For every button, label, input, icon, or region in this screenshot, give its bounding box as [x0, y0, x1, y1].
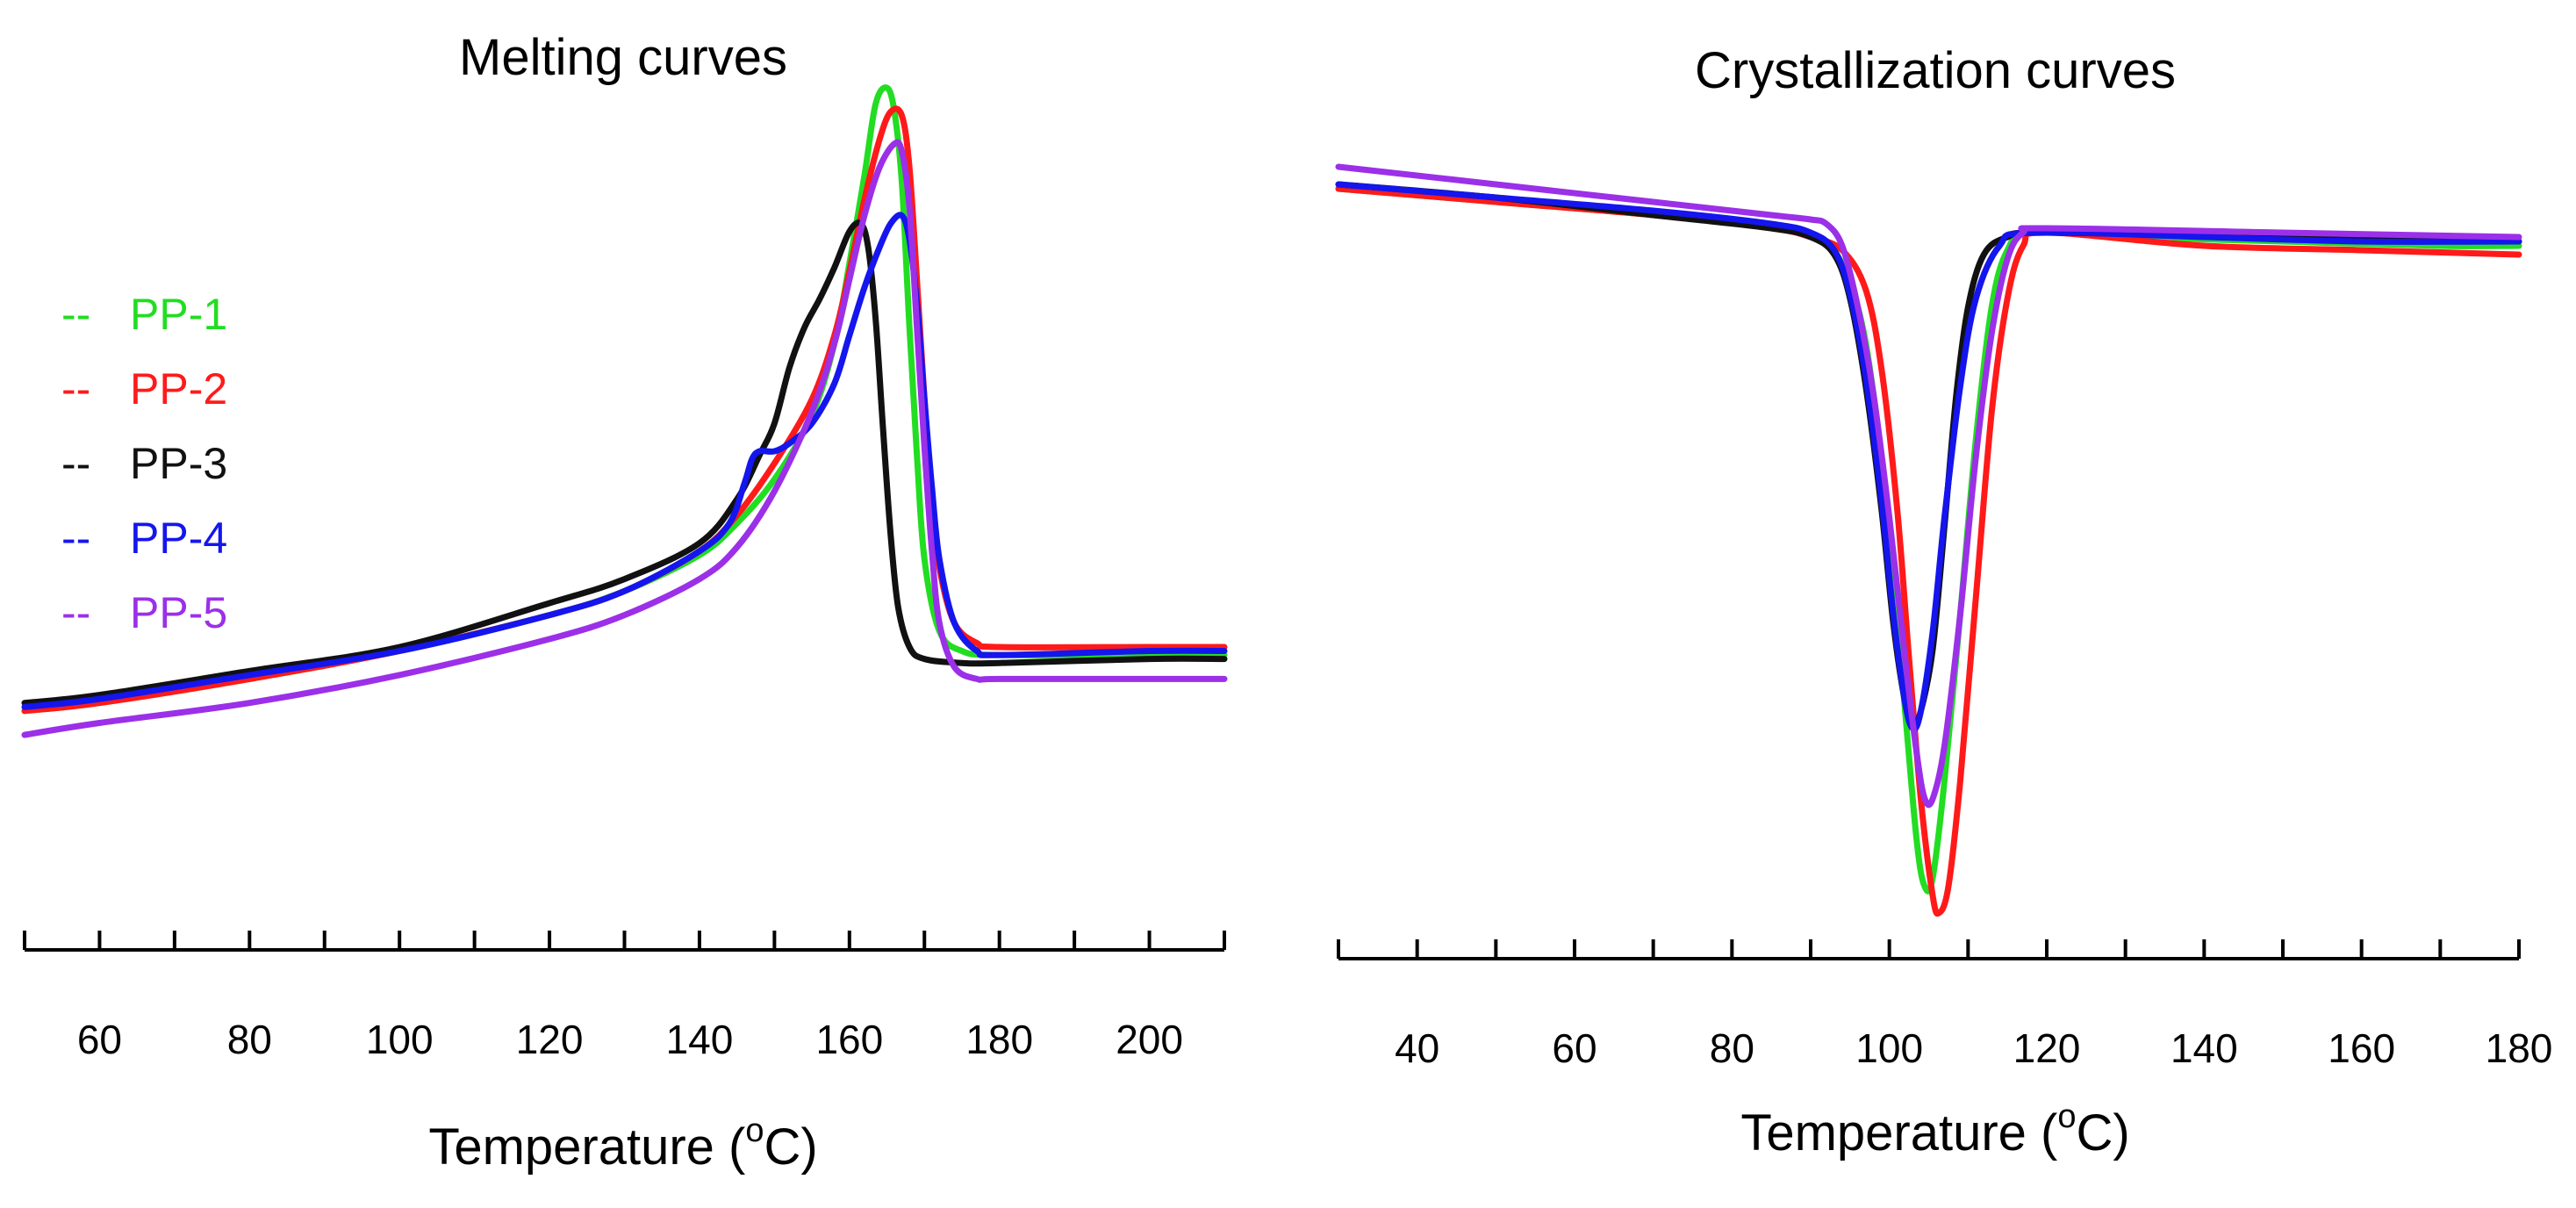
legend-marker-pp-4: --: [61, 514, 90, 563]
legend-label-pp-1: PP-1: [130, 290, 227, 339]
melting-x-tick-label: 140: [666, 1017, 734, 1062]
crystallization-x-ticks: 40 60 80 100 120 140 160 180: [1337, 939, 2553, 1071]
crystallization-x-tick-label: 100: [1855, 1025, 1923, 1071]
crystallization-x-axis-label: Temperature (oC): [1740, 1098, 2129, 1161]
melting-x-axis-label-main: Temperature (: [428, 1118, 745, 1176]
legend: -- PP-1 -- PP-2 -- PP-3 -- PP-4 -- PP-5: [61, 290, 227, 637]
crystallization-x-axis-label-main: Temperature (: [1740, 1104, 2057, 1161]
melting-x-ticks: 60 80 100 120 140 160 180 200: [23, 931, 1226, 1062]
crystallization-curve-pp-4: [1335, 181, 2522, 732]
legend-item-pp-1: -- PP-1: [61, 290, 227, 339]
melting-x-axis-label-sup: o: [745, 1112, 764, 1149]
melting-x-axis-label: Temperature (oC): [428, 1112, 817, 1176]
legend-label-pp-2: PP-2: [130, 364, 227, 413]
crystallization-x-tick-label: 60: [1552, 1025, 1597, 1071]
legend-item-pp-2: -- PP-2: [61, 364, 227, 413]
crystallization-curves-group: [1335, 163, 2522, 917]
crystallization-curve-pp-1: [1335, 185, 2522, 895]
melting-curve-pp-3: [21, 219, 1228, 707]
melting-curve-pp-5: [21, 139, 1228, 738]
legend-item-pp-5: -- PP-5: [61, 588, 227, 637]
melting-x-tick-label: 180: [965, 1017, 1033, 1062]
legend-marker-pp-1: --: [61, 290, 90, 339]
melting-x-tick-label: 160: [815, 1017, 883, 1062]
melting-curves-group: [21, 84, 1228, 738]
melting-x-tick-label: 200: [1116, 1017, 1183, 1062]
melting-curve-pp-4: [21, 212, 1228, 710]
crystallization-x-tick-label: 140: [2171, 1025, 2238, 1071]
melting-x-tick-label: 60: [77, 1017, 122, 1062]
crystallization-x-tick-label: 40: [1395, 1025, 1439, 1071]
crystallization-x-tick-label: 80: [1710, 1025, 1754, 1071]
legend-label-pp-4: PP-4: [130, 514, 227, 563]
legend-label-pp-3: PP-3: [130, 439, 227, 488]
crystallization-x-tick-label: 180: [2486, 1025, 2553, 1071]
crystallization-x-axis-label-unit: C): [2076, 1104, 2129, 1161]
crystallization-x-tick-label: 120: [2013, 1025, 2081, 1071]
crystallization-curve-pp-5: [1335, 163, 2522, 809]
legend-marker-pp-2: --: [61, 364, 90, 413]
crystallization-chart: Crystallization curves 40 60 80 100 120 140 16…: [1335, 42, 2553, 1161]
legend-marker-pp-3: --: [61, 439, 90, 488]
legend-item-pp-3: -- PP-3: [61, 439, 227, 488]
crystallization-x-axis-label-sup: o: [2057, 1098, 2076, 1135]
melting-x-tick-label: 80: [227, 1017, 272, 1062]
legend-label-pp-5: PP-5: [130, 588, 227, 637]
crystallization-chart-title: Crystallization curves: [1695, 42, 2176, 99]
crystallization-x-tick-label: 160: [2328, 1025, 2395, 1071]
melting-x-axis-label-unit: C): [764, 1118, 817, 1176]
legend-item-pp-4: -- PP-4: [61, 514, 227, 563]
melting-chart: Melting curves 60 80 100 120 140 160 180 200 Te…: [21, 29, 1228, 1176]
melting-x-tick-label: 120: [516, 1017, 584, 1062]
legend-marker-pp-5: --: [61, 588, 90, 637]
melting-x-tick-label: 100: [366, 1017, 434, 1062]
melting-chart-title: Melting curves: [459, 29, 787, 86]
